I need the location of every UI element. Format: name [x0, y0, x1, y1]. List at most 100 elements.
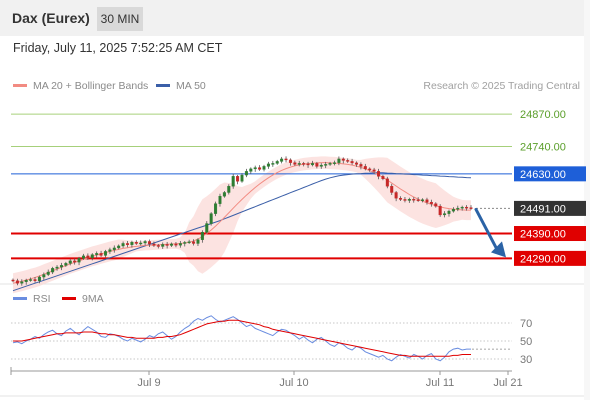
candle-body — [337, 158, 341, 163]
candle-body — [117, 245, 121, 249]
candle-body — [156, 245, 160, 247]
candle-body — [438, 205, 442, 216]
x-tick-label: Jul 10 — [279, 377, 308, 389]
rsi-ma-line — [13, 319, 471, 357]
candle-body — [68, 260, 72, 264]
candle-body — [443, 213, 447, 216]
right-edge-strip — [584, 0, 590, 400]
rsi-tick-70: 70 — [520, 318, 532, 330]
candle-body — [249, 168, 253, 172]
candle-body — [236, 176, 240, 182]
candle-body — [24, 280, 28, 282]
rsi-tick-30: 30 — [520, 354, 532, 366]
candle-body — [218, 196, 222, 204]
candle-body — [64, 263, 68, 266]
candle-body — [377, 171, 381, 177]
candle-body — [328, 163, 332, 165]
legend-rsi-label: RSI — [33, 293, 51, 305]
candle-body — [390, 186, 394, 193]
candle-body — [178, 243, 182, 246]
level-label-24390.00: 24390.00 — [520, 229, 566, 241]
candle-body — [429, 201, 433, 204]
rsi-line — [12, 315, 471, 362]
candle-body — [165, 244, 169, 246]
candle-body — [148, 241, 152, 245]
candle-body — [293, 162, 297, 165]
candle-body — [416, 199, 420, 201]
candle-body — [227, 186, 231, 193]
legend-rsi-ma-label: 9MA — [82, 293, 104, 305]
candle-body — [284, 158, 288, 161]
legend-ma20: MA 20 + Bollinger Bands — [13, 80, 148, 92]
candle-body — [341, 158, 345, 161]
candle-body — [434, 203, 438, 207]
interval-button[interactable]: 30 MIN — [97, 7, 143, 31]
level-tag-24390.00 — [514, 226, 586, 242]
candle-body — [372, 169, 376, 172]
ma20-line — [12, 162, 471, 284]
candle-body — [143, 241, 147, 244]
legend-ma50: MA 50 — [156, 80, 206, 92]
candle-body — [29, 279, 33, 281]
candle-body — [240, 174, 244, 182]
candle-body — [170, 243, 174, 246]
candle-body — [425, 199, 429, 203]
candle-body — [130, 242, 134, 245]
copyright: Research © 2025 Trading Central — [423, 80, 580, 92]
candle-body — [11, 279, 15, 282]
candle-body — [288, 159, 292, 163]
candle-body — [465, 206, 469, 209]
level-tag-24491.00 — [514, 200, 586, 216]
candle-body — [244, 171, 248, 176]
ma50-line — [12, 172, 472, 292]
header-bar: Dax (Eurex) 30 MIN — [0, 0, 584, 36]
candle-body — [20, 281, 24, 284]
candle-body — [332, 162, 336, 164]
forecast-arrow-shaft — [474, 207, 499, 251]
candle-body — [271, 163, 275, 165]
candle-body — [222, 192, 226, 197]
candle-body — [253, 167, 257, 170]
candle-body — [319, 164, 323, 167]
candle-body — [108, 249, 112, 252]
candle-body — [139, 242, 143, 245]
candle-body — [368, 168, 372, 171]
level-label-24491.00: 24491.00 — [520, 203, 566, 215]
candle-body — [46, 271, 50, 275]
candle-body — [51, 268, 55, 273]
level-label-24630.00: 24630.00 — [520, 169, 566, 181]
candle-body — [90, 254, 94, 259]
candle-body — [306, 163, 310, 166]
ma50-swatch — [156, 83, 170, 87]
level-label-24870.00: 24870.00 — [520, 109, 566, 121]
candle-body — [55, 266, 59, 269]
level-tag-24630.00 — [514, 166, 586, 182]
candle-body — [346, 160, 350, 162]
candle-body — [37, 276, 41, 281]
candle-body — [95, 253, 99, 255]
candle-body — [205, 223, 209, 233]
candle-body — [460, 206, 464, 209]
candle-body — [324, 164, 328, 166]
candle-body — [258, 167, 262, 170]
candle-body — [59, 265, 63, 268]
candle-body — [112, 247, 116, 250]
candle-body — [174, 243, 178, 246]
level-label-24740.00: 24740.00 — [520, 141, 566, 153]
candle-body — [262, 166, 266, 170]
candle-body — [33, 279, 37, 281]
candle-body — [209, 213, 213, 224]
candle-body — [451, 208, 455, 212]
candle-body — [456, 207, 460, 210]
candle-body — [403, 199, 407, 201]
candle-body — [134, 242, 138, 244]
rsi-swatch — [13, 296, 27, 300]
candle-body — [385, 178, 389, 187]
legend-rsi-ma: 9MA — [62, 293, 104, 305]
candle-body — [214, 203, 218, 214]
level-label-24290.00: 24290.00 — [520, 253, 566, 265]
candle-body — [196, 239, 200, 244]
candle-body — [315, 163, 319, 167]
candle-body — [231, 176, 235, 187]
candle-body — [81, 255, 85, 259]
